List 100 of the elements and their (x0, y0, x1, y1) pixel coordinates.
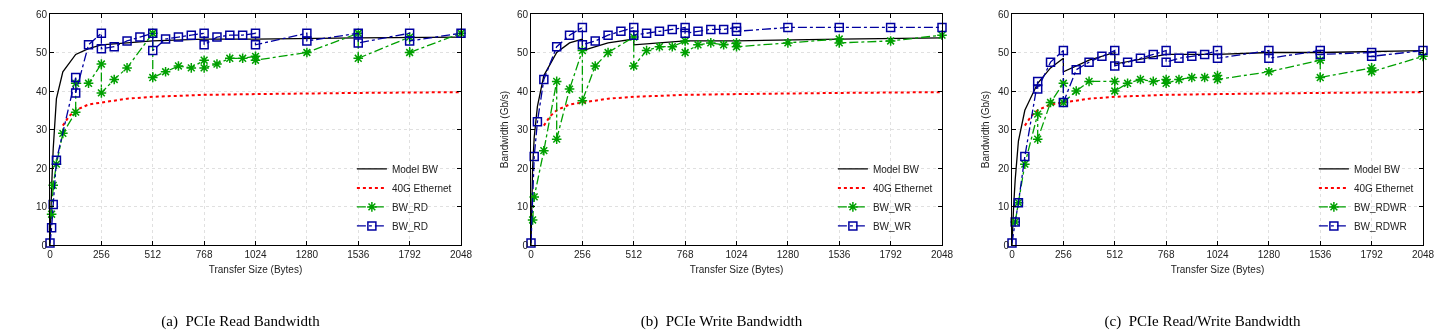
point (198, 54, 210, 66)
legend-label: Model BW (872, 163, 920, 175)
point (70, 77, 82, 89)
point (1097, 51, 1107, 62)
point (47, 179, 59, 191)
point (212, 32, 222, 42)
y-tick-label: 10 (35, 201, 48, 212)
point (782, 37, 794, 49)
x-tick-label: 1280 (1257, 249, 1281, 260)
point (237, 30, 248, 40)
point (95, 87, 107, 99)
point (70, 88, 81, 98)
point (199, 28, 209, 38)
legend-label: BW_WR (872, 220, 912, 232)
point (577, 22, 588, 33)
point (1070, 85, 1082, 97)
legend-label: BW_RD (391, 220, 429, 232)
y-tick-label: 30 (997, 124, 1010, 135)
y-tick-label: 60 (997, 8, 1010, 20)
point (1264, 53, 1274, 64)
point (185, 62, 197, 74)
y-tick-label: 50 (35, 47, 48, 58)
point (83, 40, 94, 50)
x-tick-label: 512 (144, 249, 162, 260)
point (731, 22, 742, 33)
point (885, 35, 897, 47)
point (1173, 73, 1185, 85)
point (628, 60, 640, 72)
x-tick-label: 1280 (776, 249, 800, 260)
x-tick-label: 1024 (244, 249, 268, 260)
point (641, 28, 652, 38)
point (404, 46, 416, 59)
point (692, 39, 704, 51)
y-tick-label: 10 (516, 201, 529, 212)
point (551, 133, 563, 145)
point (1134, 73, 1146, 85)
point (250, 28, 261, 38)
point (1212, 53, 1223, 64)
point (404, 36, 415, 46)
y-tick-label: 0 (1003, 239, 1010, 251)
point (1109, 85, 1121, 97)
line-series (1023, 91, 1423, 127)
point (225, 30, 235, 40)
point (937, 22, 947, 33)
x-tick-label: 2048 (1411, 249, 1435, 260)
point (109, 41, 119, 52)
point (680, 22, 690, 33)
x-tick-label: 512 (1106, 249, 1124, 260)
point (186, 30, 197, 40)
point (70, 72, 81, 83)
point (834, 22, 844, 33)
x-axis-title: Transfer Size (Bytes) (1170, 263, 1265, 275)
point (667, 24, 678, 35)
point (551, 75, 563, 87)
point (1212, 45, 1223, 56)
x-tick-label: 2048 (930, 249, 954, 260)
text: (a) PCIe Read Bandwidth (161, 313, 321, 331)
point (1083, 75, 1095, 87)
legend-label: 40G Ethernet (872, 182, 933, 194)
point (353, 38, 363, 48)
point (82, 77, 95, 89)
point (70, 106, 82, 118)
point (95, 58, 107, 70)
point (302, 28, 312, 38)
y-axis-title: Bandwidth (Gb/s) (498, 90, 510, 169)
point (576, 95, 588, 107)
point (147, 71, 159, 84)
point (50, 158, 62, 170)
y-axis-title: Bandwidth (Gb/s) (979, 90, 991, 169)
point (705, 37, 717, 49)
point (1264, 45, 1274, 56)
x-tick-label: 1536 (828, 249, 851, 260)
x-tick-label: 1536 (1309, 249, 1332, 260)
point (1199, 71, 1211, 84)
point (1314, 54, 1326, 66)
y-tick-label: 20 (35, 162, 48, 174)
legend-label: Model BW (391, 163, 439, 175)
point (1019, 158, 1031, 170)
y-tick-label: 10 (997, 201, 1010, 212)
legend-label: BW_WR (872, 201, 912, 213)
point (1110, 61, 1120, 71)
point (693, 26, 703, 37)
point (679, 46, 691, 59)
point (1058, 45, 1069, 56)
point (1084, 57, 1094, 67)
point (172, 60, 184, 72)
y-tick-label: 0 (522, 239, 529, 251)
point (731, 26, 742, 37)
y-tick-label: 60 (35, 8, 48, 20)
point (1122, 77, 1134, 89)
point (1032, 76, 1043, 87)
point (564, 30, 575, 40)
point (706, 24, 716, 35)
x-tick-label: 1024 (1206, 249, 1230, 260)
point (1315, 45, 1325, 56)
x-tick-label: 256 (93, 249, 111, 260)
point (602, 46, 614, 59)
point (135, 32, 145, 42)
legend-label: 40G Ethernet (391, 182, 452, 194)
text: (b) PCIe Write Bandwidth (640, 313, 803, 331)
